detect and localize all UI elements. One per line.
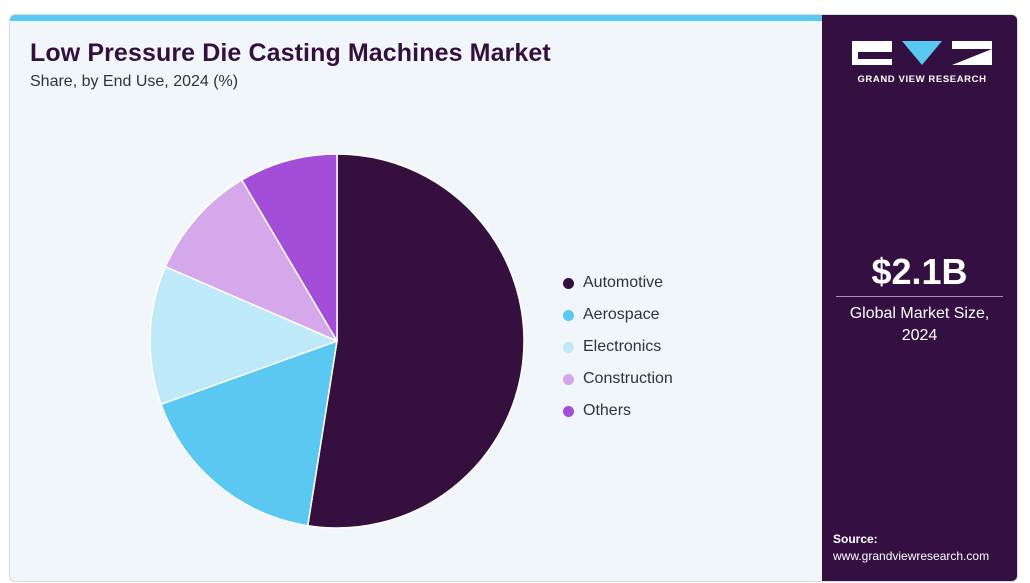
pie-slice-aerospace [160, 340, 338, 527]
market-size-label: Global Market Size, 2024 [849, 305, 990, 344]
chart-legend: Automotive Aerospace Electronics Constructi… [563, 267, 673, 427]
pie-slice-others [241, 153, 338, 342]
chart-card: Low Pressure Die Casting Machines Market… [9, 14, 1018, 582]
legend-label: Automotive [583, 274, 664, 291]
legend-swatch-icon [563, 277, 574, 289]
legend-swatch-icon [563, 373, 574, 385]
legend-label: Electronics [583, 338, 662, 355]
source-url[interactable]: www.grandviewresearch.com [833, 549, 990, 563]
logo-text: GRAND VIEW RESEARCH [857, 74, 987, 85]
legend-label: Aerospace [583, 306, 660, 323]
chart-subtitle: Share, by End Use, 2024 (%) [30, 73, 239, 90]
logo-mark-icon [852, 41, 992, 65]
source-label: Source: [833, 532, 878, 546]
legend-label: Others [583, 402, 632, 419]
chart-title: Low Pressure Die Casting Machines Market [30, 39, 551, 67]
legend-item-aerospace: Aerospace [563, 299, 673, 331]
pie-slice-automotive [307, 153, 525, 529]
legend-swatch-icon [563, 341, 574, 353]
legend-label: Construction [583, 370, 673, 387]
pie-slice-electronics [149, 265, 338, 406]
legend-item-construction: Construction [563, 363, 673, 395]
divider [836, 296, 1003, 297]
pie-slice-construction [164, 179, 338, 342]
legend-item-others: Others [563, 395, 673, 427]
legend-swatch-icon [563, 309, 574, 321]
market-size-value: $2.1B [871, 251, 968, 292]
brand-logo: GRAND VIEW RESEARCH [852, 41, 992, 85]
info-sidebar: GRAND VIEW RESEARCH $2.1B Global Market … [822, 15, 1017, 581]
legend-item-electronics: Electronics [563, 331, 673, 363]
legend-swatch-icon [563, 405, 574, 417]
legend-item-automotive: Automotive [563, 267, 673, 299]
accent-bar [10, 15, 822, 21]
pie-chart [149, 153, 525, 529]
